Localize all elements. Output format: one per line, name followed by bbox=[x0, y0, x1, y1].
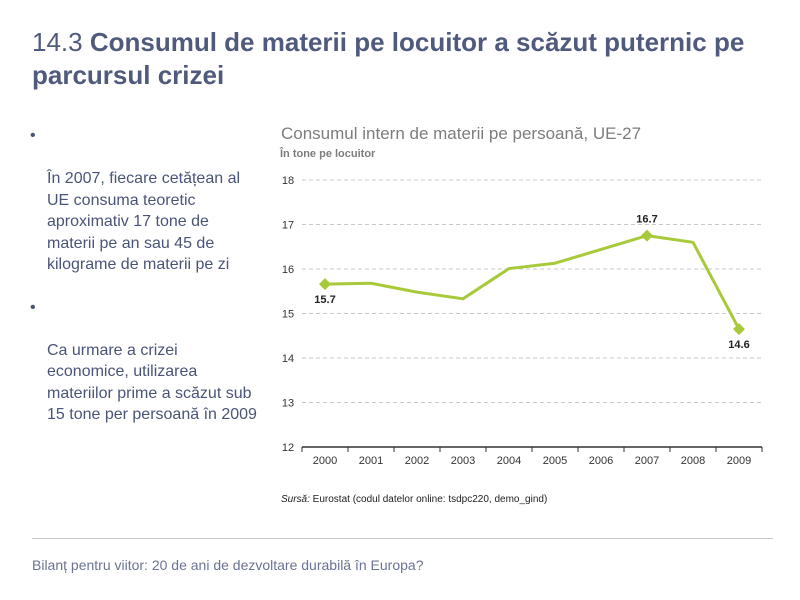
x-tick-label: 2009 bbox=[727, 455, 751, 467]
x-tick-label: 2004 bbox=[497, 455, 521, 467]
y-tick-label: 12 bbox=[282, 442, 294, 454]
y-tick-label: 16 bbox=[282, 264, 294, 276]
chart-source: Sursă: Eurostat (codul datelor online: t… bbox=[281, 494, 547, 505]
bullet-list: • În 2007, fiecare cetățean al UE consum… bbox=[30, 125, 260, 447]
chart-title: Consumul intern de materii pe persoană, … bbox=[281, 124, 642, 143]
line-chart: 12 13 14 15 16 17 18 2000 2001 2002 2003 2004 2005 20… bbox=[282, 175, 763, 467]
bullet-text: Ca urmare a crizei economice, utilizarea… bbox=[47, 341, 257, 424]
source-label: Sursă: bbox=[281, 494, 310, 505]
footer-text: Bilanț pentru viitor: 20 de ani de dezvo… bbox=[32, 557, 424, 573]
y-tick-label: 13 bbox=[282, 398, 294, 410]
x-tick-label: 2003 bbox=[451, 455, 475, 467]
x-tick-label: 2008 bbox=[681, 455, 705, 467]
x-tick-label: 2002 bbox=[405, 455, 429, 467]
y-tick-label: 17 bbox=[282, 220, 294, 232]
bullet-text: În 2007, fiecare cetățean al UE consuma … bbox=[47, 170, 241, 273]
bullet-item: • Ca urmare a crizei economice, utilizar… bbox=[30, 297, 260, 426]
x-tick-label: 2005 bbox=[543, 455, 567, 467]
x-tick-label: 2007 bbox=[635, 455, 659, 467]
bullet-item: • În 2007, fiecare cetățean al UE consum… bbox=[30, 125, 260, 276]
data-label: 15.7 bbox=[314, 294, 335, 306]
x-tick-label: 2001 bbox=[359, 455, 383, 467]
footer-divider bbox=[32, 538, 773, 539]
x-tick-label: 2000 bbox=[313, 455, 337, 467]
data-point-marker bbox=[641, 229, 653, 242]
chart-subtitle: În tone pe locuitor bbox=[280, 148, 376, 160]
slide-title: 14.3 Consumul de materii pe locuitor a s… bbox=[32, 26, 782, 92]
source-text: Eurostat (codul datelor online: tsdpc220… bbox=[309, 494, 548, 505]
data-label: 14.6 bbox=[728, 339, 749, 351]
x-tick-label: 2006 bbox=[589, 455, 613, 467]
bullet-dot-icon: • bbox=[30, 298, 36, 316]
slide-title-text: Consumul de materii pe locuitor a scăzut… bbox=[32, 27, 745, 90]
data-point-marker bbox=[319, 278, 331, 291]
slide-number: 14.3 bbox=[32, 27, 83, 57]
series-line bbox=[324, 234, 741, 330]
y-tick-label: 18 bbox=[282, 175, 294, 187]
y-tick-label: 14 bbox=[282, 353, 294, 365]
data-point-marker bbox=[733, 323, 745, 336]
bullet-dot-icon: • bbox=[30, 127, 36, 144]
data-label: 16.7 bbox=[636, 214, 657, 226]
y-tick-label: 15 bbox=[282, 309, 294, 321]
